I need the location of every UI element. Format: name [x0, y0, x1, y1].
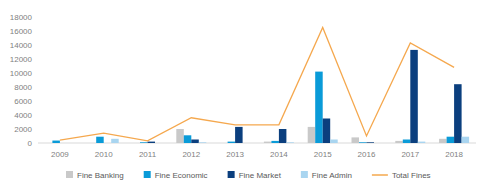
tick-mark — [35, 115, 37, 116]
x-tick-label: 2012 — [182, 150, 200, 159]
bar — [279, 129, 287, 143]
bar — [264, 142, 272, 143]
bar — [191, 140, 199, 144]
bar — [352, 137, 360, 143]
y-tick-label: 2000 — [14, 125, 32, 134]
plot-area — [52, 28, 469, 144]
tick-mark — [35, 143, 37, 144]
tick-mark — [35, 87, 37, 88]
x-tick-label: 2014 — [270, 150, 288, 159]
tick-mark — [35, 73, 37, 74]
bar — [439, 139, 447, 143]
bar — [367, 142, 375, 143]
bar — [155, 143, 163, 144]
bar — [315, 72, 323, 143]
bar — [243, 143, 251, 144]
bar — [96, 137, 104, 143]
bar — [140, 142, 148, 143]
x-tick-label: 2016 — [358, 150, 376, 159]
bar — [403, 140, 411, 144]
bar — [176, 129, 184, 143]
bar — [220, 143, 228, 144]
bar — [454, 84, 462, 143]
y-tick-label: 4000 — [14, 111, 32, 120]
tick-mark — [35, 129, 37, 130]
bar — [52, 141, 60, 143]
bar — [418, 142, 426, 143]
legend-label: Fine Admin — [312, 171, 352, 180]
bar — [447, 137, 455, 143]
bar — [330, 140, 338, 144]
bar — [89, 143, 97, 144]
x-tick-label: 2015 — [314, 150, 332, 159]
legend-swatch — [301, 171, 308, 178]
tick-mark — [35, 17, 37, 18]
bar — [67, 143, 75, 144]
x-tick-label: 2011 — [139, 150, 157, 159]
y-tick-label: 14000 — [10, 41, 33, 50]
bar — [395, 141, 403, 143]
y-tick-label: 8000 — [14, 83, 32, 92]
tick-mark — [35, 59, 37, 60]
legend-label: Fine Market — [239, 171, 282, 180]
bar — [148, 142, 156, 143]
legend-label: Fine Economic — [155, 171, 208, 180]
bar — [308, 127, 316, 143]
bar — [133, 143, 141, 144]
line — [60, 28, 454, 141]
y-tick-label: 18000 — [10, 13, 33, 22]
x-tick-label: 2010 — [95, 150, 113, 159]
bar — [60, 143, 68, 144]
x-tick-label: 2018 — [445, 150, 463, 159]
y-tick-label: 0 — [28, 139, 33, 148]
legend-swatch — [228, 171, 235, 178]
tick-mark — [35, 31, 37, 32]
legend-swatch — [372, 174, 388, 176]
tick-mark — [35, 101, 37, 102]
y-tick-label: 10000 — [10, 69, 33, 78]
bar — [286, 142, 294, 143]
legend-swatch — [66, 171, 73, 178]
bar — [104, 143, 112, 144]
bar — [410, 50, 418, 143]
x-tick-label: 2013 — [226, 150, 244, 159]
bar — [111, 139, 119, 143]
y-tick-label: 6000 — [14, 97, 32, 106]
bar — [235, 127, 243, 143]
legend-swatch — [144, 171, 151, 178]
bar — [323, 119, 331, 144]
bar — [199, 142, 207, 143]
legend-label: Total Fines — [392, 171, 431, 180]
chart: 0 2000 4000 6000 8000 10000 12000 14000 16000 180… — [0, 0, 480, 187]
y-tick-label: 12000 — [10, 55, 33, 64]
bar — [462, 137, 470, 143]
bar — [359, 142, 367, 143]
bar — [374, 143, 382, 144]
x-tick-label: 2017 — [401, 150, 419, 159]
bar — [184, 135, 192, 143]
bar — [45, 143, 53, 144]
x-tick-label: 2009 — [51, 150, 69, 159]
bar — [228, 142, 236, 143]
legend-label: Fine Banking — [77, 171, 124, 180]
bar — [271, 141, 279, 143]
y-tick-label: 16000 — [10, 27, 33, 36]
tick-mark — [35, 45, 37, 46]
